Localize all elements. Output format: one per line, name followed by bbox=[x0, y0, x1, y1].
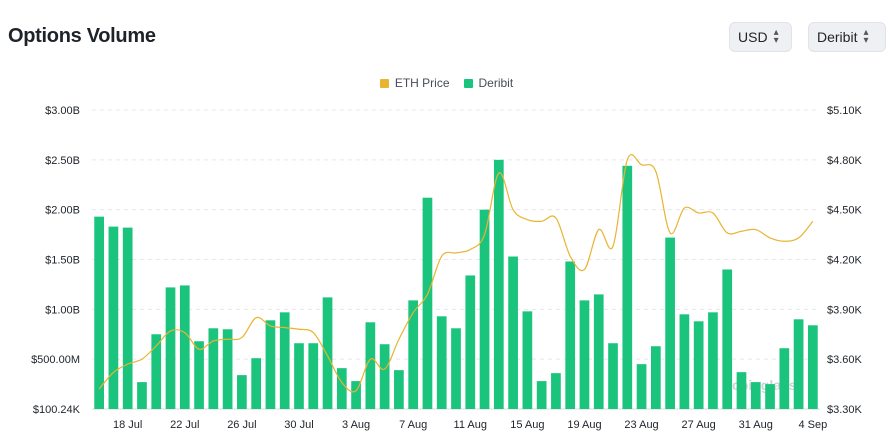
y-left-tick-label: $100.24K bbox=[33, 404, 81, 416]
y-right-tick-label: $4.20K bbox=[827, 255, 863, 267]
volume-bar bbox=[593, 294, 604, 409]
x-tick-label: 7 Aug bbox=[399, 419, 427, 431]
volume-bar bbox=[736, 372, 747, 409]
volume-bar bbox=[408, 300, 419, 409]
volume-bar bbox=[336, 368, 347, 409]
volume-bar bbox=[479, 209, 490, 409]
volume-bar bbox=[779, 348, 790, 409]
volume-bar bbox=[394, 370, 404, 409]
volume-bar bbox=[137, 382, 147, 409]
volume-bar bbox=[294, 343, 304, 409]
chevron-up-down-icon: ▴ ▾ bbox=[863, 27, 869, 46]
volume-bar bbox=[536, 381, 547, 409]
volume-bar bbox=[722, 269, 733, 409]
y-left-tick-label: $3.00B bbox=[45, 105, 80, 117]
volume-bar bbox=[222, 329, 233, 409]
y-right-tick-label: $3.90K bbox=[827, 304, 863, 316]
volume-bar bbox=[522, 311, 533, 409]
volume-bar bbox=[322, 297, 333, 409]
exchange-value: Deribit bbox=[817, 29, 858, 45]
volume-bar bbox=[122, 227, 133, 409]
exchange-select[interactable]: Deribit ▴ ▾ bbox=[808, 22, 886, 52]
volume-bar bbox=[179, 285, 190, 409]
y-left-tick-label: $500.00M bbox=[31, 354, 80, 366]
currency-value: USD bbox=[738, 29, 768, 45]
volume-bar bbox=[151, 334, 162, 409]
x-tick-label: 18 Jul bbox=[113, 419, 142, 431]
currency-select[interactable]: USD ▴ ▾ bbox=[729, 22, 792, 52]
legend-swatch-volume bbox=[463, 78, 473, 88]
volume-bar bbox=[565, 261, 576, 409]
volume-bar bbox=[351, 381, 361, 409]
volume-bar bbox=[237, 375, 247, 409]
x-tick-label: 22 Jul bbox=[170, 419, 199, 431]
volume-bar bbox=[208, 328, 219, 409]
chart-legend: ETH Price Deribit bbox=[0, 76, 893, 90]
volume-bar bbox=[108, 226, 119, 409]
volume-bar bbox=[165, 287, 176, 409]
volume-bar bbox=[650, 346, 661, 409]
y-right-tick-label: $3.30K bbox=[827, 404, 863, 416]
chevron-up-down-icon: ▴ ▾ bbox=[773, 27, 779, 46]
x-tick-label: 11 Aug bbox=[454, 419, 487, 431]
y-left-tick-label: $1.50B bbox=[45, 255, 80, 267]
x-tick-label: 23 Aug bbox=[624, 419, 658, 431]
x-tick-label: 15 Aug bbox=[510, 419, 544, 431]
volume-bar bbox=[808, 325, 818, 409]
y-left-tick-label: $2.50B bbox=[45, 155, 80, 167]
page-title: Options Volume bbox=[8, 25, 156, 47]
volume-bar bbox=[451, 328, 461, 409]
volume-bar bbox=[308, 343, 319, 409]
volume-bar bbox=[665, 237, 675, 409]
legend-swatch-price bbox=[379, 78, 389, 88]
x-tick-label: 30 Jul bbox=[284, 419, 313, 431]
volume-bar bbox=[551, 373, 561, 409]
y-right-tick-label: $3.60K bbox=[827, 354, 863, 366]
volume-bar bbox=[750, 382, 761, 409]
x-tick-label: 26 Jul bbox=[227, 419, 256, 431]
volume-bar bbox=[365, 322, 376, 409]
volume-bar bbox=[94, 216, 104, 409]
volume-bar bbox=[251, 358, 262, 409]
volume-bar bbox=[579, 300, 590, 409]
volume-bar bbox=[636, 364, 647, 409]
eth-price-line bbox=[98, 154, 814, 393]
y-right-tick-label: $5.10K bbox=[827, 105, 863, 117]
x-tick-label: 27 Aug bbox=[682, 419, 716, 431]
volume-bar bbox=[765, 384, 775, 409]
volume-bar bbox=[194, 341, 204, 409]
volume-bar bbox=[708, 312, 718, 409]
volume-bar bbox=[465, 275, 476, 409]
legend-label-volume: Deribit bbox=[478, 76, 514, 90]
volume-bar bbox=[422, 197, 433, 409]
volume-bar bbox=[622, 165, 633, 409]
y-left-tick-label: $1.00B bbox=[45, 304, 80, 316]
legend-label-price: ETH Price bbox=[394, 76, 450, 90]
y-right-tick-label: $4.80K bbox=[827, 155, 863, 167]
volume-bar bbox=[493, 159, 504, 409]
x-tick-label: 31 Aug bbox=[739, 419, 773, 431]
volume-bar bbox=[265, 320, 276, 409]
volume-bar bbox=[693, 321, 704, 409]
x-tick-label: 4 Sep bbox=[798, 419, 827, 431]
y-left-tick-label: $2.00B bbox=[45, 205, 80, 217]
volume-bar bbox=[279, 312, 290, 409]
legend-item-deribit[interactable]: Deribit bbox=[463, 76, 514, 90]
y-right-tick-label: $4.50K bbox=[827, 205, 863, 217]
volume-bar bbox=[508, 256, 518, 409]
x-tick-label: 3 Aug bbox=[342, 419, 370, 431]
volume-bar bbox=[608, 343, 618, 409]
volume-bar bbox=[679, 314, 690, 409]
x-tick-label: 19 Aug bbox=[567, 419, 601, 431]
volume-bar bbox=[379, 344, 390, 409]
volume-bar bbox=[793, 319, 804, 409]
legend-item-eth-price[interactable]: ETH Price bbox=[379, 76, 450, 90]
volume-bar bbox=[436, 316, 447, 409]
